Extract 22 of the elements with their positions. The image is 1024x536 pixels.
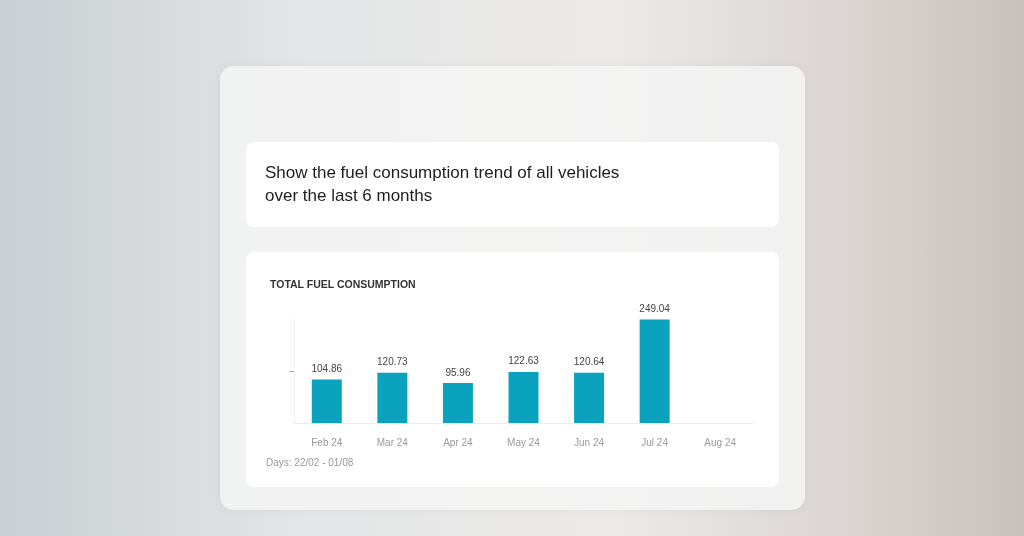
chart-title: TOTAL FUEL CONSUMPTION xyxy=(270,277,416,290)
x-tick-label: May 24 xyxy=(507,436,541,448)
text: Days: 22/02 - 01/08 xyxy=(266,456,354,468)
bar xyxy=(377,372,408,423)
data-label: 249.04 xyxy=(639,302,671,314)
bar xyxy=(311,379,342,423)
x-tick-label: Aug 24 xyxy=(704,436,737,448)
bar xyxy=(442,383,473,423)
bar xyxy=(639,319,670,423)
x-tick-label: Mar 24 xyxy=(376,436,409,448)
data-label: 120.73 xyxy=(377,356,409,368)
data-label: 104.86 xyxy=(311,362,343,374)
data-label: 120.64 xyxy=(573,356,605,368)
data-label: 95.96 xyxy=(445,366,471,378)
text: Show the fuel consumption trend of all vehicles over the last 6 months xyxy=(265,162,621,207)
x-tick-label: Jun 24 xyxy=(574,436,605,448)
bar xyxy=(508,371,539,423)
x-tick-label: Feb 24 xyxy=(311,436,343,448)
data-label: 122.63 xyxy=(508,355,540,367)
bar xyxy=(574,372,605,423)
x-tick-label: Apr 24 xyxy=(443,436,474,448)
x-tick-label: Jul 24 xyxy=(641,436,669,448)
